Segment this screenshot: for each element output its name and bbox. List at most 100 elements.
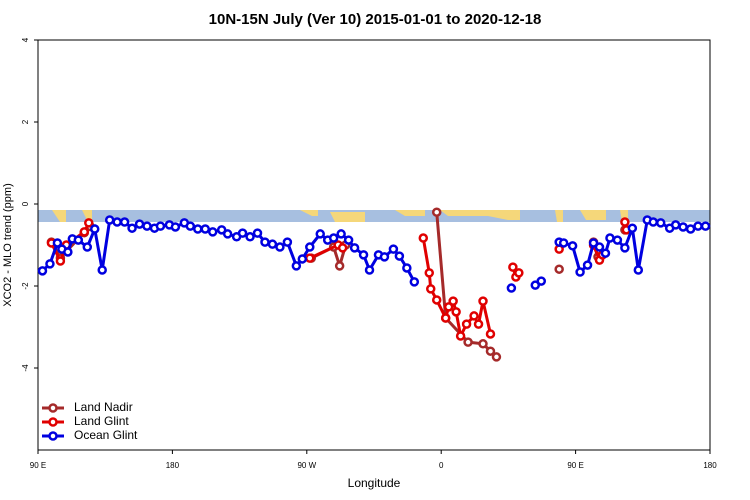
x-tick-label: 90 W <box>297 461 316 470</box>
point <box>478 339 488 349</box>
point <box>627 223 638 233</box>
point <box>305 242 315 252</box>
x-tick-label: 90 E <box>567 461 583 470</box>
point <box>37 266 48 276</box>
point <box>514 268 524 278</box>
point <box>558 238 569 248</box>
point <box>469 311 479 321</box>
point <box>530 280 541 290</box>
point <box>394 251 405 261</box>
point <box>554 264 564 274</box>
y-tick-label: 2 <box>21 119 30 124</box>
land-patches <box>52 210 628 222</box>
point <box>670 220 681 230</box>
point <box>200 224 211 234</box>
point <box>267 239 278 249</box>
point <box>97 265 107 275</box>
point <box>358 250 369 260</box>
point <box>379 252 390 262</box>
point <box>648 217 659 227</box>
y-tick-label: 0 <box>21 201 30 206</box>
point <box>134 219 145 229</box>
point <box>364 265 375 275</box>
point <box>567 241 578 251</box>
land-ocean-strip <box>38 210 710 222</box>
point <box>575 267 585 277</box>
point <box>508 262 518 272</box>
point <box>443 302 454 312</box>
point <box>612 235 623 245</box>
point <box>473 319 484 329</box>
plot-frame <box>37 39 711 451</box>
point <box>305 253 315 263</box>
point <box>73 235 84 245</box>
point <box>336 229 346 239</box>
point <box>605 233 615 243</box>
point <box>170 222 181 232</box>
point <box>600 248 611 258</box>
point <box>485 346 496 356</box>
x-tick-label: 180 <box>166 461 180 470</box>
point <box>463 337 473 347</box>
point <box>440 313 451 323</box>
legend-label: Land Nadir <box>74 400 133 414</box>
point <box>275 242 285 252</box>
legend-marker <box>48 403 58 413</box>
point <box>315 229 325 239</box>
point <box>45 259 55 269</box>
point <box>409 277 420 287</box>
point <box>418 233 429 243</box>
x-tick-label: 90 E <box>30 461 46 470</box>
point <box>455 331 466 341</box>
y-axis-label: XCO2 - MLO trend (ppm) <box>2 183 14 306</box>
point <box>343 235 354 245</box>
point <box>119 217 130 227</box>
point <box>506 283 517 293</box>
legend-marker <box>48 431 58 441</box>
legend-label: Land Glint <box>74 414 129 428</box>
point <box>685 224 696 234</box>
point <box>328 233 339 243</box>
point <box>52 238 63 248</box>
y-tick-label: -4 <box>21 364 30 372</box>
point <box>222 229 233 239</box>
point <box>594 242 605 252</box>
point <box>678 222 688 232</box>
x-axis-label: Longitude <box>348 476 401 490</box>
point <box>63 247 73 257</box>
point <box>424 268 435 278</box>
point <box>461 319 472 329</box>
point <box>633 265 644 275</box>
point <box>700 221 711 231</box>
point <box>89 224 100 234</box>
point <box>55 256 66 266</box>
point <box>112 217 122 227</box>
point <box>185 221 196 231</box>
point <box>485 329 496 339</box>
point <box>402 263 412 273</box>
point <box>620 217 630 227</box>
point <box>693 221 703 231</box>
point <box>431 207 442 217</box>
point <box>79 227 90 237</box>
point <box>155 221 166 231</box>
point <box>260 237 270 247</box>
point <box>536 276 547 286</box>
point <box>588 238 599 248</box>
legend-marker <box>48 417 58 427</box>
point <box>491 352 502 362</box>
point <box>478 296 488 306</box>
point <box>127 223 137 233</box>
point <box>620 243 630 253</box>
point <box>252 228 263 238</box>
point <box>291 261 302 271</box>
legend-label: Ocean Glint <box>74 428 138 442</box>
ocean-strip <box>38 210 710 222</box>
chart-title: 10N-15N July (Ver 10) 2015-01-01 to 2020… <box>209 11 542 28</box>
point <box>193 224 203 234</box>
point <box>431 295 442 305</box>
point <box>388 244 399 254</box>
point <box>448 296 458 306</box>
x-tick-label: 180 <box>703 461 717 470</box>
